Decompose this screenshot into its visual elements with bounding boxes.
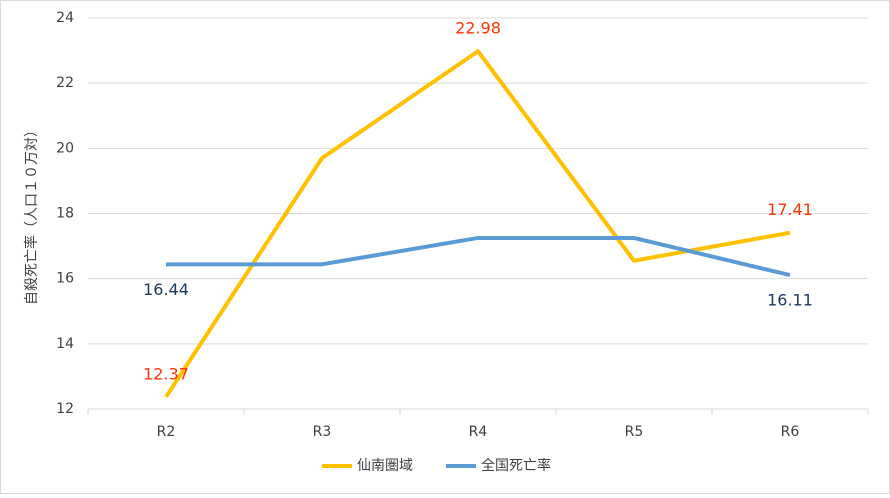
- x-tick-label: R6: [781, 424, 800, 440]
- y-tick-label: 14: [56, 336, 74, 352]
- y-tick-label: 12: [56, 401, 74, 417]
- y-tick-label: 22: [56, 75, 74, 91]
- legend-label: 全国死亡率: [481, 457, 551, 474]
- y-tick-label: 20: [56, 140, 74, 156]
- data-label: 22.98: [455, 19, 501, 38]
- y-tick-label: 16: [56, 271, 74, 287]
- x-tick-label: R4: [469, 424, 488, 440]
- series-line: [166, 235, 791, 278]
- x-tick-label: R3: [313, 424, 332, 440]
- x-tick-label: R5: [625, 424, 644, 440]
- data-label: 16.11: [767, 291, 813, 310]
- x-tick-label: R2: [157, 424, 176, 440]
- legend-label: 仙南圏域: [357, 458, 413, 474]
- y-tick-label: 24: [56, 10, 74, 26]
- data-label: 17.41: [767, 200, 813, 219]
- data-label: 16.44: [143, 280, 189, 299]
- data-label: 12.37: [143, 364, 189, 383]
- y-axis-title: 自殺死亡率（人口１０万対）: [23, 123, 40, 305]
- y-tick-label: 18: [56, 206, 74, 222]
